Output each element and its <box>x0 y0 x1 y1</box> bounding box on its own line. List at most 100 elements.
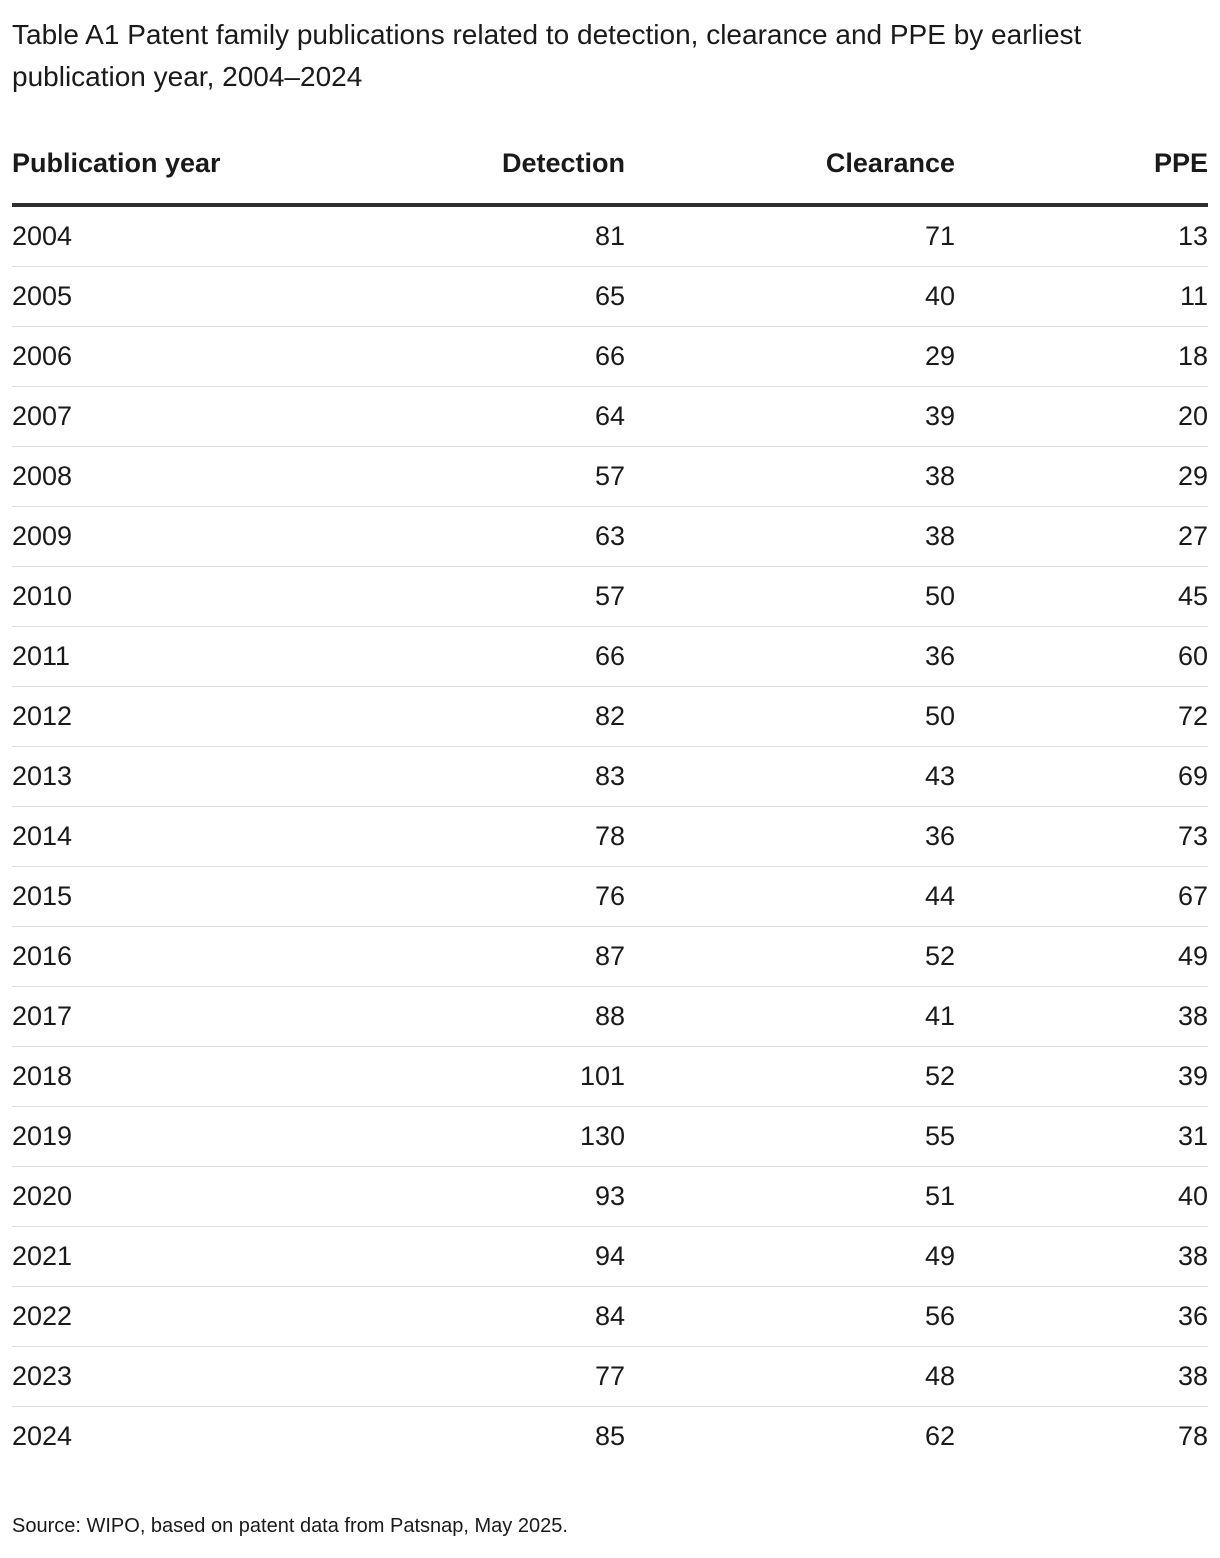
clearance-cell: 39 <box>625 386 955 447</box>
detection-cell: 66 <box>312 626 625 687</box>
clearance-cell: 71 <box>625 205 955 267</box>
table-row: 2023 77 48 38 <box>12 1346 1208 1407</box>
year-cell: 2006 <box>12 326 312 387</box>
detection-cell: 65 <box>312 266 625 327</box>
year-cell: 2015 <box>12 866 312 927</box>
table-row: 2013 83 43 69 <box>12 746 1208 807</box>
table-row: 2012 82 50 72 <box>12 686 1208 747</box>
clearance-cell: 50 <box>625 566 955 627</box>
clearance-cell: 29 <box>625 326 955 387</box>
clearance-cell: 38 <box>625 506 955 567</box>
table-row: 2014 78 36 73 <box>12 806 1208 867</box>
year-cell: 2016 <box>12 926 312 987</box>
detection-cell: 130 <box>312 1106 625 1167</box>
ppe-cell: 27 <box>955 506 1208 567</box>
detection-cell: 93 <box>312 1166 625 1227</box>
year-cell: 2009 <box>12 506 312 567</box>
table-row: 2009 63 38 27 <box>12 506 1208 567</box>
year-cell: 2014 <box>12 806 312 867</box>
table-row: 2024 85 62 78 <box>12 1407 1208 1467</box>
clearance-cell: 56 <box>625 1286 955 1347</box>
ppe-cell: 60 <box>955 626 1208 687</box>
ppe-cell: 13 <box>955 205 1208 267</box>
detection-cell: 63 <box>312 506 625 567</box>
table-row: 2016 87 52 49 <box>12 926 1208 987</box>
column-header-ppe: PPE <box>955 148 1208 207</box>
clearance-cell: 50 <box>625 686 955 747</box>
ppe-cell: 69 <box>955 746 1208 807</box>
year-cell: 2021 <box>12 1226 312 1287</box>
ppe-cell: 45 <box>955 566 1208 627</box>
year-cell: 2018 <box>12 1046 312 1107</box>
detection-cell: 66 <box>312 326 625 387</box>
detection-cell: 82 <box>312 686 625 747</box>
ppe-cell: 38 <box>955 986 1208 1047</box>
clearance-cell: 51 <box>625 1166 955 1227</box>
ppe-cell: 49 <box>955 926 1208 987</box>
detection-cell: 81 <box>312 205 625 267</box>
source-note: Source: WIPO, based on patent data from … <box>12 1515 568 1537</box>
ppe-cell: 18 <box>955 326 1208 387</box>
ppe-cell: 38 <box>955 1226 1208 1287</box>
detection-cell: 64 <box>312 386 625 447</box>
clearance-cell: 40 <box>625 266 955 327</box>
year-cell: 2008 <box>12 446 312 507</box>
detection-cell: 76 <box>312 866 625 927</box>
ppe-cell: 20 <box>955 386 1208 447</box>
clearance-cell: 41 <box>625 986 955 1047</box>
ppe-cell: 31 <box>955 1106 1208 1167</box>
table-row: 2005 65 40 11 <box>12 266 1208 327</box>
ppe-cell: 40 <box>955 1166 1208 1227</box>
column-header-publication-year: Publication year <box>12 148 312 207</box>
clearance-cell: 55 <box>625 1106 955 1167</box>
clearance-cell: 44 <box>625 866 955 927</box>
table-title: Table A1 Patent family publications rela… <box>12 19 1082 92</box>
detection-cell: 77 <box>312 1346 625 1407</box>
table-row: 2015 76 44 67 <box>12 866 1208 927</box>
ppe-cell: 39 <box>955 1046 1208 1107</box>
year-cell: 2007 <box>12 386 312 447</box>
clearance-cell: 43 <box>625 746 955 807</box>
detection-cell: 94 <box>312 1226 625 1287</box>
clearance-cell: 38 <box>625 446 955 507</box>
column-header-clearance: Clearance <box>625 148 955 207</box>
ppe-cell: 36 <box>955 1286 1208 1347</box>
table-row: 2019 130 55 31 <box>12 1106 1208 1167</box>
year-cell: 2024 <box>12 1421 73 1451</box>
year-cell: 2005 <box>12 266 312 327</box>
table-row: 2008 57 38 29 <box>12 446 1208 507</box>
ppe-cell: 78 <box>1177 1421 1208 1451</box>
header-row: Publication year Detection Clearance PPE <box>12 148 1208 207</box>
clearance-cell: 62 <box>924 1421 955 1451</box>
year-cell: 2012 <box>12 686 312 747</box>
ppe-cell: 11 <box>955 266 1208 327</box>
table-row: 2010 57 50 45 <box>12 566 1208 627</box>
year-cell: 2020 <box>12 1166 312 1227</box>
detection-cell: 101 <box>312 1046 625 1107</box>
table-row: 2020 93 51 40 <box>12 1166 1208 1227</box>
table-row: 2004 81 71 13 <box>12 205 1208 267</box>
detection-cell: 57 <box>312 446 625 507</box>
table-row: 2018 101 52 39 <box>12 1046 1208 1107</box>
detection-cell: 88 <box>312 986 625 1047</box>
ppe-cell: 29 <box>955 446 1208 507</box>
clearance-cell: 48 <box>625 1346 955 1407</box>
table-row: 2011 66 36 60 <box>12 626 1208 687</box>
table-row: 2017 88 41 38 <box>12 986 1208 1047</box>
table-row: 2006 66 29 18 <box>12 326 1208 387</box>
detection-cell: 87 <box>312 926 625 987</box>
clearance-cell: 52 <box>625 1046 955 1107</box>
detection-cell: 83 <box>312 746 625 807</box>
detection-cell: 57 <box>312 566 625 627</box>
year-cell: 2010 <box>12 566 312 627</box>
table-row: 2021 94 49 38 <box>12 1226 1208 1287</box>
clearance-cell: 36 <box>625 626 955 687</box>
clearance-cell: 36 <box>625 806 955 867</box>
year-cell: 2011 <box>12 626 312 687</box>
ppe-cell: 72 <box>955 686 1208 747</box>
column-header-detection: Detection <box>312 148 625 207</box>
table-body: 2004 81 71 13 2005 65 40 11 2006 66 29 18 2007 64 39 20… <box>12 205 1208 1466</box>
ppe-cell: 38 <box>955 1346 1208 1407</box>
year-cell: 2023 <box>12 1346 312 1407</box>
